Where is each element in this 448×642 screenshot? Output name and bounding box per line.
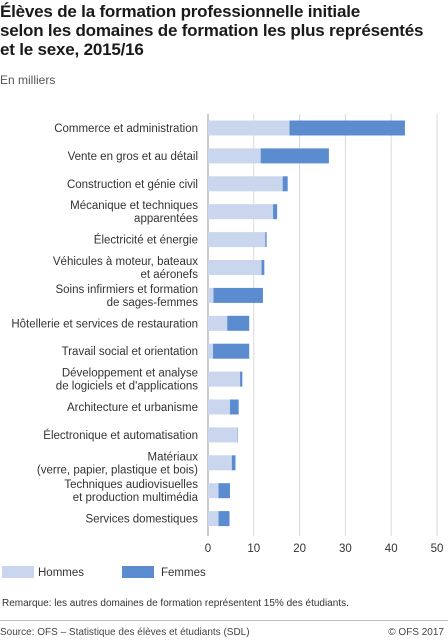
bar-femmes	[273, 204, 278, 220]
bar-femmes	[289, 120, 405, 136]
category-label: Électronique et automatisation	[43, 429, 198, 442]
bar-femmes	[213, 287, 263, 303]
source-text: Source: OFS – Statistique des élèves et …	[0, 627, 250, 638]
chart-subtitle: En milliers	[0, 73, 56, 87]
category-label: Architecture et urbanisme	[67, 402, 198, 414]
category-label: Travail social et orientation	[62, 346, 198, 358]
category-labels: Commerce et administration Vente en gros …	[11, 123, 198, 526]
bar-hommes	[208, 204, 274, 220]
bar-hommes	[208, 399, 230, 415]
bar-femmes	[265, 232, 267, 248]
bar-femmes	[231, 455, 236, 471]
bar-hommes	[208, 483, 219, 499]
x-tick-label: 40	[385, 543, 398, 555]
category-label: Construction et génie civil	[67, 179, 198, 191]
legend-label-femmes: Femmes	[161, 567, 206, 579]
bar-hommes	[208, 120, 290, 136]
bar-hommes	[208, 371, 241, 387]
category-label: Techniques audiovisuelles et production m…	[64, 479, 198, 504]
x-tick-label: 50	[431, 543, 444, 555]
bar-hommes	[208, 511, 219, 527]
bar-femmes	[261, 260, 265, 275]
chart-note: Remarque: les autres domaines de formati…	[2, 598, 349, 609]
category-label: Commerce et administration	[54, 123, 198, 135]
category-label: Hôtellerie et services de restauration	[11, 318, 198, 330]
bar-hommes	[208, 343, 214, 359]
legend-swatch-hommes	[2, 566, 34, 578]
category-label: Vente en gros et au détail	[68, 151, 198, 163]
bar-femmes	[260, 148, 329, 164]
bar-hommes	[208, 287, 214, 303]
bar-hommes	[208, 455, 232, 471]
legend-label-hommes: Hommes	[38, 567, 84, 579]
bar-hommes	[208, 315, 228, 331]
bars	[208, 120, 405, 527]
bar-femmes	[218, 483, 230, 499]
x-axis: 0 10 20 30 40 50	[205, 543, 444, 555]
category-label: Mécanique et techniques apparentées	[70, 200, 198, 225]
legend-swatch-femmes	[122, 566, 154, 578]
chart-title: Élèves de la formation professionnelle i…	[0, 2, 424, 59]
bar-hommes	[208, 427, 238, 443]
x-tick-label: 0	[205, 543, 211, 555]
legend: Hommes Femmes	[2, 566, 206, 579]
bar-femmes	[213, 343, 250, 359]
bar-hommes	[208, 176, 283, 192]
bar-femmes	[282, 176, 288, 192]
bar-femmes	[240, 371, 243, 387]
bar-femmes	[229, 399, 239, 415]
bar-hommes	[208, 260, 262, 275]
category-label: Matériaux (verre, papier, plastique et bo…	[37, 451, 198, 476]
category-label: Services domestiques	[86, 514, 199, 526]
category-label: Soins infirmiers et formation de sages-fe…	[55, 284, 198, 309]
category-label: Véhicules à moteur, bateaux et aéronefs	[53, 256, 198, 281]
x-tick-label: 30	[339, 543, 352, 555]
bar-hommes	[208, 232, 266, 248]
bar-hommes	[208, 148, 261, 164]
x-tick-label: 20	[293, 543, 306, 555]
x-tick-label: 10	[247, 543, 260, 555]
category-label: Développement et analyse de logiciels et …	[56, 368, 198, 393]
copyright-text: © OFS 2017	[388, 627, 444, 638]
bar-femmes	[218, 511, 230, 527]
footer-divider	[0, 620, 448, 621]
bar-femmes	[227, 315, 250, 331]
category-label: Électricité et énergie	[94, 234, 198, 247]
